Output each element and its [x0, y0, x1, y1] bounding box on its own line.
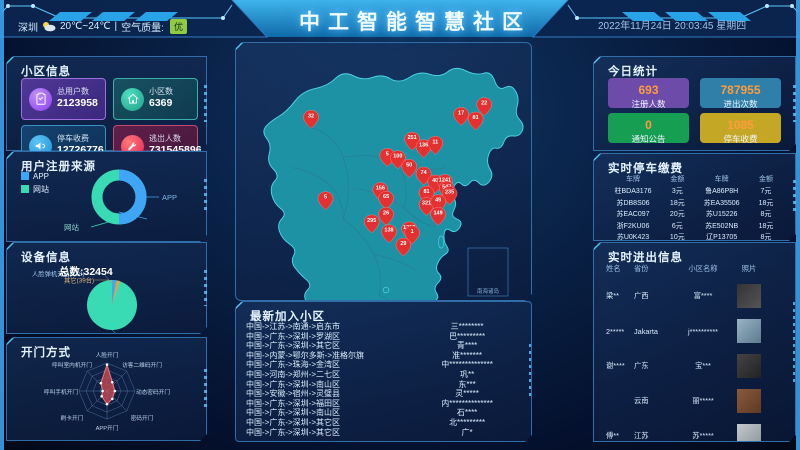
svg-text:49: 49	[435, 198, 441, 204]
svg-text:295: 295	[367, 218, 376, 224]
svg-text:74: 74	[421, 170, 428, 176]
svg-text:156: 156	[376, 186, 385, 192]
svg-text:100: 100	[393, 154, 402, 160]
svg-text:235: 235	[445, 190, 454, 196]
svg-text:网站: 网站	[33, 184, 49, 194]
svg-text:呼叫室内机开门: 呼叫室内机开门	[52, 361, 92, 369]
svg-text:138: 138	[384, 228, 393, 234]
svg-text:321: 321	[422, 201, 431, 207]
svg-text:136: 136	[419, 143, 428, 149]
svg-text:251: 251	[408, 135, 417, 141]
svg-text:APP: APP	[162, 193, 177, 202]
svg-text:50: 50	[406, 162, 412, 168]
svg-text:5: 5	[386, 151, 389, 157]
svg-text:149: 149	[434, 210, 443, 216]
svg-text:26: 26	[383, 210, 389, 216]
svg-text:17: 17	[458, 110, 464, 116]
svg-text:81: 81	[423, 189, 429, 195]
svg-text:访客二维码开门: 访客二维码开门	[122, 361, 162, 369]
svg-text:密码开门: 密码开门	[131, 414, 154, 422]
svg-text:总数:32454: 总数:32454	[59, 265, 113, 278]
svg-text:81: 81	[473, 115, 479, 121]
svg-text:65: 65	[383, 194, 389, 200]
svg-text:5: 5	[324, 195, 327, 201]
svg-text:11: 11	[432, 139, 438, 145]
svg-text:刷卡开门: 刷卡开门	[61, 414, 84, 422]
svg-text:网站: 网站	[64, 222, 79, 232]
svg-text:APP开门: APP开门	[96, 424, 119, 432]
svg-text:呼叫手机开门: 呼叫手机开门	[44, 388, 78, 396]
svg-text:人脸开门: 人脸开门	[96, 351, 119, 359]
svg-text:南海诸岛: 南海诸岛	[477, 287, 500, 295]
svg-text:动态密码开门: 动态密码开门	[136, 388, 170, 396]
svg-text:1: 1	[411, 229, 414, 235]
svg-text:22: 22	[481, 101, 487, 107]
svg-text:29: 29	[400, 241, 406, 247]
svg-text:32: 32	[308, 113, 314, 119]
